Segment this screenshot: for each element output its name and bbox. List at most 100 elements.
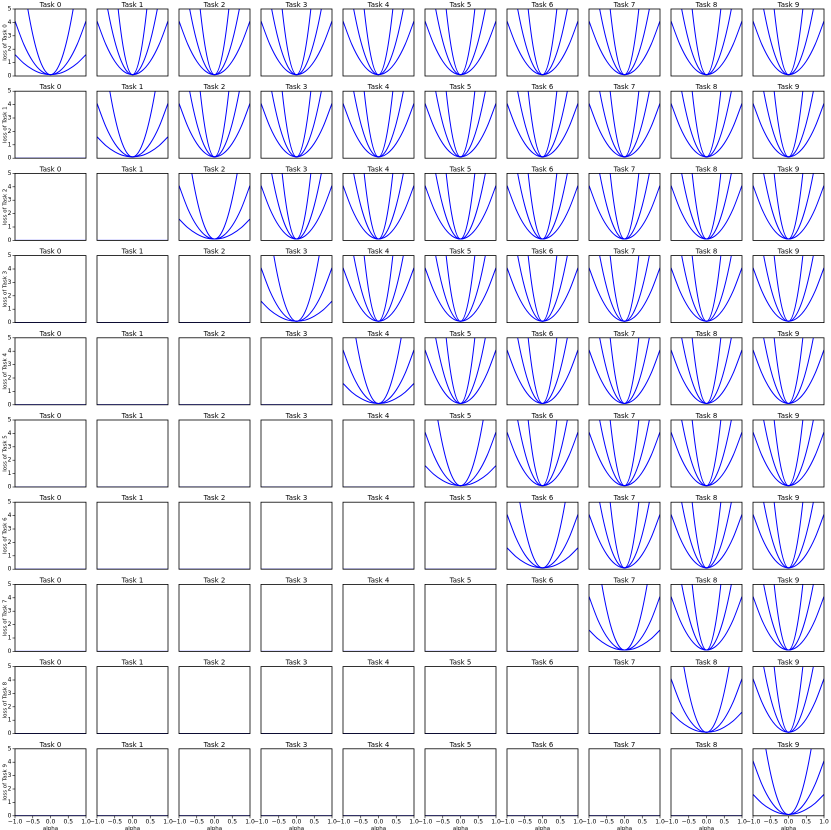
y-tick-label: 5 — [8, 252, 12, 259]
subplot-title: Task 2 — [203, 330, 226, 338]
y-axis-label: loss of Task 2 — [3, 189, 9, 226]
loss-curve — [753, 20, 824, 76]
loss-curve — [425, 465, 496, 487]
loss-curve — [671, 349, 742, 404]
y-axis-label: loss of Task 0 — [3, 24, 9, 61]
y-tick-label: 4 — [8, 101, 12, 108]
x-tick-label: −1.0 — [664, 818, 679, 825]
subplot: Task 3 — [260, 330, 333, 406]
x-tick-label: 0.0 — [128, 818, 138, 825]
plot-frame — [588, 501, 661, 570]
plot-area — [671, 584, 742, 651]
subplot: Task 3 — [260, 83, 333, 159]
plot-area — [343, 255, 414, 322]
subplot: Task 8 — [670, 412, 743, 488]
loss-curve — [199, 91, 230, 158]
plot-frame — [342, 584, 415, 652]
loss-curve — [343, 383, 414, 404]
x-tick-label: 1.0 — [655, 818, 665, 825]
subplot: Task 2 −1.0 −0.5 0.0 0.5 1.0 alpha — [172, 741, 255, 830]
subplot-title: Task 0 — [39, 412, 62, 420]
y-tick-label: 1 — [8, 59, 12, 66]
subplot-title: Task 8 — [695, 412, 718, 420]
plot-frame — [670, 748, 743, 817]
loss-curve — [363, 173, 394, 240]
x-tick-label: 1.0 — [163, 818, 173, 825]
subplot-title: Task 2 — [203, 576, 226, 584]
loss-curve — [189, 9, 240, 76]
plot-frame — [506, 748, 579, 817]
x-tick-label: 0.0 — [46, 818, 56, 825]
x-tick-label: 0.5 — [637, 818, 647, 825]
plot-area — [753, 337, 824, 404]
loss-curve — [691, 420, 722, 487]
subplot: Task 6 — [506, 1, 579, 77]
subplot-title: Task 8 — [695, 83, 718, 91]
loss-curve — [609, 91, 640, 158]
loss-curve — [517, 9, 568, 76]
loss-curve — [97, 136, 168, 158]
subplot: Task 6 — [506, 412, 579, 488]
subplot: Task 8 — [670, 83, 743, 159]
y-tick-label: 3 — [8, 197, 12, 204]
plot-area — [425, 91, 496, 158]
y-tick-label: 4 — [8, 19, 12, 26]
y-tick-label: 1 — [8, 388, 12, 395]
x-tick-label: 0.0 — [374, 818, 384, 825]
plot-frame — [752, 666, 825, 734]
y-tick-label: 3 — [8, 115, 12, 122]
loss-curve — [671, 185, 742, 240]
subplot-title: Task 3 — [285, 1, 308, 9]
subplot: Task 2 — [178, 494, 251, 570]
subplot-title: Task 4 — [367, 1, 390, 9]
plot-frame — [752, 419, 825, 488]
subplot: Task 1 — [96, 248, 169, 324]
x-tick-label: −1.0 — [90, 818, 105, 825]
loss-curve — [507, 547, 578, 569]
subplot: Task 0 0 1 2 3 4 5 loss of Task 7 — [3, 576, 87, 655]
plot-frame — [752, 748, 825, 817]
plot-frame — [424, 748, 497, 817]
subplot-title: Task 3 — [285, 330, 308, 338]
subplot-title: Task 3 — [285, 83, 308, 91]
plot-frame — [14, 584, 87, 652]
x-tick-label: 0.5 — [227, 818, 237, 825]
subplot-title: Task 1 — [121, 248, 144, 256]
loss-curve — [601, 584, 648, 651]
x-tick-label: 0.5 — [145, 818, 155, 825]
plot-frame — [96, 666, 169, 734]
loss-curve — [691, 255, 722, 322]
loss-curve — [363, 255, 394, 322]
subplot: Task 2 — [178, 659, 251, 734]
y-tick-label: 1 — [8, 635, 12, 642]
loss-curve — [281, 173, 312, 240]
loss-curve — [671, 678, 742, 733]
subplot-title: Task 1 — [121, 83, 144, 91]
y-tick-label: 0 — [8, 319, 12, 326]
subplot-title: Task 5 — [449, 1, 472, 9]
y-axis-label: loss of Task 9 — [3, 764, 9, 801]
plot-frame — [752, 337, 825, 406]
plot-frame — [14, 419, 87, 488]
subplot: Task 8 −1.0 −0.5 0.0 0.5 1.0 alpha — [664, 741, 747, 830]
plot-frame — [260, 584, 333, 652]
loss-curve — [773, 502, 804, 569]
subplot: Task 7 — [588, 1, 661, 77]
loss-curve — [773, 255, 804, 322]
plot-frame — [260, 419, 333, 488]
plot-area — [753, 584, 824, 651]
subplot: Task 5 — [424, 494, 497, 570]
y-tick-label: 0 — [8, 812, 12, 819]
loss-curve — [527, 91, 558, 158]
x-axis-label: alpha — [699, 826, 714, 830]
loss-curve — [425, 20, 496, 76]
y-tick-label: 1 — [8, 552, 12, 559]
loss-curve — [773, 584, 804, 651]
x-tick-label: −0.5 — [763, 818, 778, 825]
plot-frame — [588, 666, 661, 734]
plot-area — [507, 255, 578, 322]
y-tick-label: 1 — [8, 470, 12, 477]
plot-frame — [96, 255, 169, 324]
subplot: Task 2 — [178, 1, 251, 77]
y-tick-label: 1 — [8, 306, 12, 313]
